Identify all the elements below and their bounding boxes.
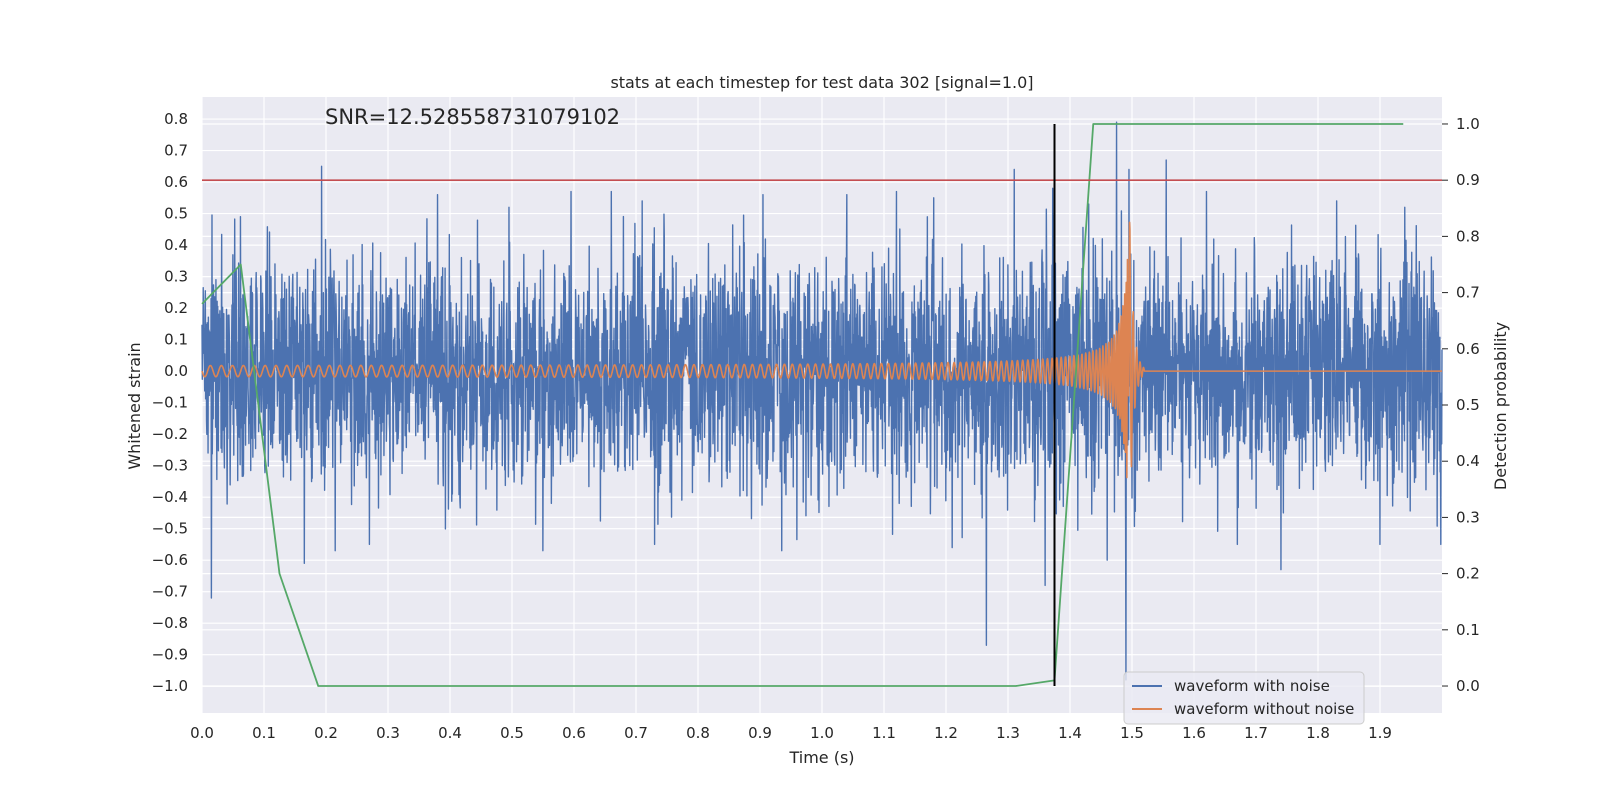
y-left-tick-label: 0.6 xyxy=(164,173,188,191)
y-left-tick-label: −0.4 xyxy=(152,488,188,506)
y-right-tick-label: 0.0 xyxy=(1456,677,1480,695)
y-right-tick-label: 0.1 xyxy=(1456,621,1480,639)
y-left-tick-label: −0.3 xyxy=(152,457,188,475)
chart-title: stats at each timestep for test data 302… xyxy=(610,73,1033,92)
y-left-tick-label: −1.0 xyxy=(152,677,188,695)
series-waveform-without-noise xyxy=(201,221,1443,479)
y-left-tick-label: −0.5 xyxy=(152,520,188,538)
y-left-tick-label: −0.2 xyxy=(152,425,188,443)
y-left-tick-label: 0.2 xyxy=(164,299,188,317)
x-tick-label: 1.9 xyxy=(1368,724,1392,742)
x-tick-label: 0.6 xyxy=(562,724,586,742)
y-right-tick-label: 0.3 xyxy=(1456,508,1480,526)
series-waveform-with-noise xyxy=(201,121,1443,681)
y-axis-left-label: Whitened strain xyxy=(125,342,144,469)
x-axis-label: Time (s) xyxy=(788,748,854,767)
y-left-tick-label: 0.4 xyxy=(164,236,188,254)
x-tick-label: 0.2 xyxy=(314,724,338,742)
y-left-tick-label: −0.8 xyxy=(152,614,188,632)
series-detection-probability xyxy=(201,123,1404,687)
y-left-tick-label: 0.1 xyxy=(164,331,188,349)
y-right-tick-label: 0.9 xyxy=(1456,171,1480,189)
y-right-tick-label: 0.4 xyxy=(1456,452,1480,470)
y-left-tick-label: −0.6 xyxy=(152,551,188,569)
x-tick-label: 1.2 xyxy=(934,724,958,742)
x-tick-label: 1.5 xyxy=(1120,724,1144,742)
legend-label-noise: waveform with noise xyxy=(1174,677,1330,695)
x-tick-label: 1.1 xyxy=(872,724,896,742)
overlays xyxy=(202,123,1442,687)
x-tick-label: 1.6 xyxy=(1182,724,1206,742)
x-axis-ticks: 0.0 0.1 0.2 0.3 0.4 0.5 0.6 0.7 0.8 0.9 1.0 1.1 1.2 1… xyxy=(190,724,1392,742)
line-waveform-without-noise xyxy=(201,221,1443,479)
x-tick-label: 1.4 xyxy=(1058,724,1082,742)
legend-label-clean: waveform without noise xyxy=(1174,700,1354,718)
y-left-tick-label: −0.9 xyxy=(152,646,188,664)
y-axis-right-ticks: 1.0 0.9 0.8 0.7 0.6 0.5 0.4 0.3 0.2 0.1 0.0 xyxy=(1442,115,1480,695)
x-tick-label: 1.0 xyxy=(810,724,834,742)
y-axis-left-ticks: 0.8 0.7 0.6 0.5 0.4 0.3 0.2 0.1 0.0 −0.1 −0.2 −0.3 −… xyxy=(152,110,188,695)
y-left-tick-label: −0.7 xyxy=(152,583,188,601)
y-left-tick-label: −0.1 xyxy=(152,394,188,412)
y-right-tick-label: 0.8 xyxy=(1456,227,1480,245)
x-tick-label: 0.4 xyxy=(438,724,462,742)
x-tick-label: 0.3 xyxy=(376,724,400,742)
y-right-tick-label: 0.6 xyxy=(1456,340,1480,358)
y-axis-right-label: Detection probability xyxy=(1491,322,1510,490)
y-right-tick-label: 0.2 xyxy=(1456,565,1480,583)
y-left-tick-label: 0.3 xyxy=(164,268,188,286)
y-left-tick-label: 0.7 xyxy=(164,142,188,160)
y-right-tick-label: 0.5 xyxy=(1456,396,1480,414)
x-tick-label: 0.8 xyxy=(686,724,710,742)
x-tick-label: 1.3 xyxy=(996,724,1020,742)
y-right-tick-label: 1.0 xyxy=(1456,115,1480,133)
legend: waveform with noise waveform without noi… xyxy=(1123,671,1365,725)
x-tick-label: 0.5 xyxy=(500,724,524,742)
x-tick-label: 0.1 xyxy=(252,724,276,742)
x-tick-label: 0.0 xyxy=(190,724,214,742)
line-waveform-with-noise xyxy=(201,121,1443,681)
x-tick-label: 1.7 xyxy=(1244,724,1268,742)
snr-annotation: SNR=12.528558731079102 xyxy=(325,105,620,129)
x-tick-label: 1.8 xyxy=(1306,724,1330,742)
line-detection-probability xyxy=(201,123,1404,687)
y-left-tick-label: 0.0 xyxy=(164,362,188,380)
y-right-tick-label: 0.7 xyxy=(1456,284,1480,302)
y-left-tick-label: 0.5 xyxy=(164,205,188,223)
y-left-tick-label: 0.8 xyxy=(164,110,188,128)
legend-box xyxy=(1123,671,1365,725)
x-tick-label: 0.9 xyxy=(748,724,772,742)
x-tick-label: 0.7 xyxy=(624,724,648,742)
